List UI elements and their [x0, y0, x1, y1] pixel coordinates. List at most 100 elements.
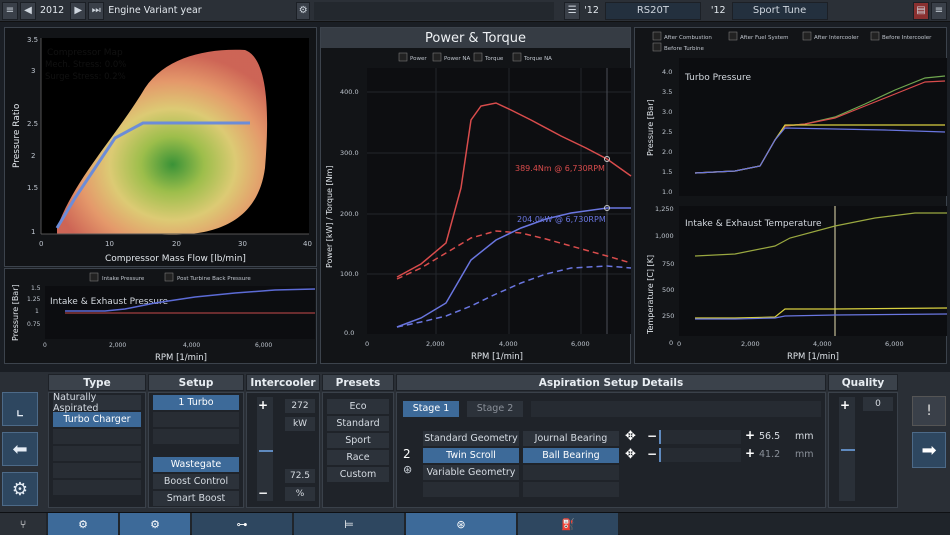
intake-pressure-line	[65, 288, 316, 312]
setup-wastegate[interactable]: Wastegate	[153, 457, 239, 472]
legend-after-intercooler: After Intercooler	[814, 35, 859, 41]
move-icon-2[interactable]: ✥	[625, 447, 636, 462]
turbo-pressure-title: Turbo Pressure	[684, 73, 752, 83]
geometry-variable[interactable]: Variable Geometry	[423, 465, 519, 480]
xtick: 2,000	[741, 340, 760, 348]
intercooler-panel: + − 272 kW 72.5 %	[246, 392, 320, 508]
compressor-y-ticks: 3.5 3 2.5 2 1.5 1	[27, 36, 38, 236]
torque-na-line	[396, 230, 632, 280]
aspiration-header: Aspiration Setup Details	[396, 374, 826, 391]
xtick: 6,000	[255, 342, 272, 349]
quality-panel: + 0	[828, 392, 898, 508]
size-plus-button[interactable]: +	[745, 428, 756, 442]
preset-custom[interactable]: Custom	[327, 467, 389, 482]
preset-sport[interactable]: Sport	[327, 433, 389, 448]
menu-icon[interactable]: ≡	[931, 1, 947, 20]
nav-fuel-icon[interactable]: ⛽	[518, 513, 618, 535]
back-button[interactable]: ⬅	[2, 432, 38, 466]
variant-name[interactable]: Sport Tune	[731, 1, 828, 20]
ytick: 2.0	[662, 148, 672, 156]
nav-aspiration-icon[interactable]: ⊛	[406, 513, 516, 535]
legend-intake-pressure: Intake Pressure	[102, 276, 145, 282]
preset-race[interactable]: Race	[327, 450, 389, 465]
geometry-standard[interactable]: Standard Geometry	[423, 431, 519, 446]
prev-year-button[interactable]: ◀	[20, 1, 36, 20]
alert-icon[interactable]: !	[912, 396, 946, 426]
ytick: 3.5	[27, 36, 38, 44]
ytick: 2.5	[662, 128, 672, 136]
setup-boost-control[interactable]: Boost Control	[153, 474, 239, 489]
move-icon[interactable]: ✥	[625, 429, 636, 444]
intercooler-minus-button[interactable]: −	[258, 486, 269, 500]
bearing-ball[interactable]: Ball Bearing	[523, 448, 619, 463]
turbo-y-label: Pressure [Bar]	[646, 99, 655, 156]
xtick: 2,000	[426, 340, 445, 348]
ytick: 750	[662, 260, 674, 268]
nav-head-icon[interactable]: ⚙	[120, 513, 190, 535]
type-turbo-charger[interactable]: Turbo Charger	[53, 412, 141, 427]
intake-pressure-panel: Intake Pressure Post Turbine Back Pressu…	[4, 268, 317, 364]
stage-bar	[531, 401, 821, 417]
power-torque-panel: Power & Torque Power Power NA Torque Tor…	[320, 27, 632, 364]
ytick: 0	[669, 339, 673, 347]
stage-2-tab[interactable]: Stage 2	[467, 401, 523, 417]
intercooler-slider-handle[interactable]	[259, 450, 273, 452]
nav-bottom-end-icon[interactable]: ⊶	[192, 513, 292, 535]
preset-eco[interactable]: Eco	[327, 399, 389, 414]
next-year-button[interactable]: ▶	[70, 1, 87, 20]
legend-after-combustion: After Combustion	[664, 35, 712, 41]
size2-value: 41.2	[759, 449, 781, 460]
bearing-journal[interactable]: Journal Bearing	[523, 431, 619, 446]
nav-top-end-icon[interactable]: ⊨	[294, 513, 404, 535]
ytick: 1,250	[655, 205, 674, 213]
size2-minus-button[interactable]: −	[647, 447, 658, 461]
ytick: 0.0	[344, 329, 354, 337]
setup-1-turbo[interactable]: 1 Turbo	[153, 395, 239, 410]
compressor-x-label: Compressor Mass Flow [lb/min]	[105, 254, 246, 264]
nav-block-icon[interactable]: ⚙	[48, 513, 118, 535]
forward-button[interactable]: ➡	[912, 432, 946, 468]
family-list-button[interactable]: ☰	[564, 1, 581, 20]
fast-forward-button[interactable]: ⏭	[88, 1, 105, 20]
turbo-icon: ⊛	[403, 463, 413, 476]
intercooler-slider-track[interactable]	[257, 397, 273, 501]
compressor-y-label: Pressure Ratio	[12, 103, 22, 168]
compressor-operating-line	[55, 121, 250, 229]
xtick: 4,000	[813, 340, 832, 348]
stage-1-tab[interactable]: Stage 1	[403, 401, 459, 417]
quality-plus-button[interactable]: +	[840, 398, 851, 412]
power-torque-title: Power & Torque	[321, 28, 630, 48]
graph-view-button[interactable]: ⌞	[2, 392, 38, 426]
quality-header: Quality	[828, 374, 898, 391]
engine-name[interactable]: RS20T	[604, 1, 701, 20]
size-slider[interactable]	[659, 430, 741, 444]
size-minus-button[interactable]: −	[647, 429, 658, 443]
intercooler-plus-button[interactable]: +	[258, 398, 269, 412]
exhaust-temp-line	[694, 212, 947, 257]
xtick: 0	[39, 240, 43, 248]
intake-y-ticks: 1.5 1.25 1 0.75	[27, 285, 41, 328]
power-torque-grid	[367, 68, 631, 334]
compressor-map-chart: Compressor Map Mech. Stress: 0.0% Surge …	[12, 36, 312, 264]
setup-smart-boost[interactable]: Smart Boost	[153, 491, 239, 506]
power-torque-x-label: RPM [1/min]	[471, 352, 523, 362]
intercooler-percent-unit: %	[285, 487, 315, 501]
type-naturally-aspirated[interactable]: Naturally Aspirated	[53, 392, 141, 414]
turbo-view-button[interactable]: ⚙	[2, 472, 38, 506]
turbo-count: 2	[403, 447, 411, 461]
type-empty	[53, 446, 141, 461]
size2-slider[interactable]	[659, 448, 741, 462]
size2-plus-button[interactable]: +	[745, 446, 756, 460]
torque-marker	[604, 156, 610, 162]
compressor-efficiency-map	[57, 49, 268, 235]
report-icon[interactable]: ▤	[913, 1, 929, 20]
quality-slider-handle[interactable]	[841, 449, 855, 451]
power-marker	[604, 205, 610, 211]
preset-standard[interactable]: Standard	[327, 416, 389, 431]
ytick: 0.75	[27, 321, 41, 328]
geometry-twin-scroll[interactable]: Twin Scroll	[423, 448, 519, 463]
power-line	[396, 207, 631, 328]
hamburger-icon[interactable]: ≡	[2, 1, 18, 20]
ytick: 250	[662, 312, 674, 320]
nav-share-icon[interactable]: ⑂	[0, 513, 46, 535]
